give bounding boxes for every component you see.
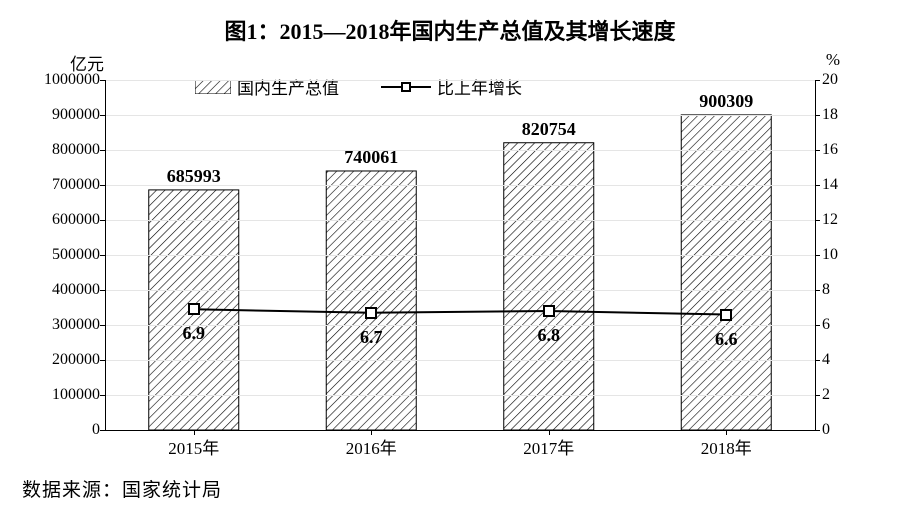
y1-tick-label: 1000000 bbox=[20, 71, 100, 89]
x-tick-label: 2016年 bbox=[346, 434, 397, 459]
line-marker bbox=[543, 305, 555, 317]
gridline bbox=[105, 80, 815, 81]
x-axis bbox=[105, 430, 815, 431]
y1-axis bbox=[105, 80, 106, 430]
gridline bbox=[105, 255, 815, 256]
bar-value-label: 900309 bbox=[699, 91, 753, 112]
y2-tick-label: 14 bbox=[822, 176, 862, 194]
line-value-label: 6.8 bbox=[538, 325, 561, 346]
y2-tick bbox=[815, 430, 820, 431]
bar bbox=[681, 115, 771, 430]
gridline bbox=[105, 115, 815, 116]
y1-tick-label: 900000 bbox=[20, 106, 100, 124]
y1-tick-label: 600000 bbox=[20, 211, 100, 229]
x-tick bbox=[549, 430, 550, 435]
bar bbox=[326, 171, 416, 430]
y1-tick-label: 200000 bbox=[20, 351, 100, 369]
x-tick bbox=[726, 430, 727, 435]
plot-area bbox=[105, 80, 815, 430]
bar-value-label: 740061 bbox=[344, 147, 398, 168]
line-value-label: 6.9 bbox=[183, 323, 206, 344]
x-tick bbox=[371, 430, 372, 435]
source-label: 数据来源：国家统计局 bbox=[22, 475, 222, 502]
chart-title: 图1：2015—2018年国内生产总值及其增长速度 bbox=[0, 14, 900, 46]
y1-tick-label: 100000 bbox=[20, 386, 100, 404]
bar-value-label: 820754 bbox=[522, 119, 576, 140]
line-value-label: 6.6 bbox=[715, 329, 738, 350]
line-value-label: 6.7 bbox=[360, 327, 383, 348]
y1-tick-label: 500000 bbox=[20, 246, 100, 264]
y2-tick-label: 8 bbox=[822, 281, 862, 299]
line-marker bbox=[720, 309, 732, 321]
y1-tick-label: 800000 bbox=[20, 141, 100, 159]
y2-tick-label: 4 bbox=[822, 351, 862, 369]
y2-axis-unit: % bbox=[826, 50, 840, 70]
y2-tick-label: 0 bbox=[822, 421, 862, 439]
y1-tick-label: 0 bbox=[20, 421, 100, 439]
y2-tick-label: 18 bbox=[822, 106, 862, 124]
gridline bbox=[105, 150, 815, 151]
y2-tick-label: 10 bbox=[822, 246, 862, 264]
bar-value-label: 685993 bbox=[167, 166, 221, 187]
x-tick bbox=[194, 430, 195, 435]
x-tick-label: 2018年 bbox=[701, 434, 752, 459]
gridline bbox=[105, 220, 815, 221]
line-marker bbox=[188, 303, 200, 315]
gridline bbox=[105, 325, 815, 326]
y2-tick-label: 16 bbox=[822, 141, 862, 159]
y2-tick-label: 12 bbox=[822, 211, 862, 229]
gridline bbox=[105, 360, 815, 361]
growth-line bbox=[194, 309, 727, 314]
x-tick-label: 2015年 bbox=[168, 434, 219, 459]
y2-axis bbox=[815, 80, 816, 430]
y2-tick-label: 6 bbox=[822, 316, 862, 334]
y1-tick-label: 300000 bbox=[20, 316, 100, 334]
y1-tick-label: 400000 bbox=[20, 281, 100, 299]
chart-container: 图1：2015—2018年国内生产总值及其增长速度 亿元 % 国内生产总值 比上… bbox=[0, 0, 900, 518]
y2-tick-label: 20 bbox=[822, 71, 862, 89]
gridline bbox=[105, 290, 815, 291]
y1-tick-label: 700000 bbox=[20, 176, 100, 194]
line-marker bbox=[365, 307, 377, 319]
x-tick-label: 2017年 bbox=[523, 434, 574, 459]
y2-tick-label: 2 bbox=[822, 386, 862, 404]
gridline bbox=[105, 395, 815, 396]
